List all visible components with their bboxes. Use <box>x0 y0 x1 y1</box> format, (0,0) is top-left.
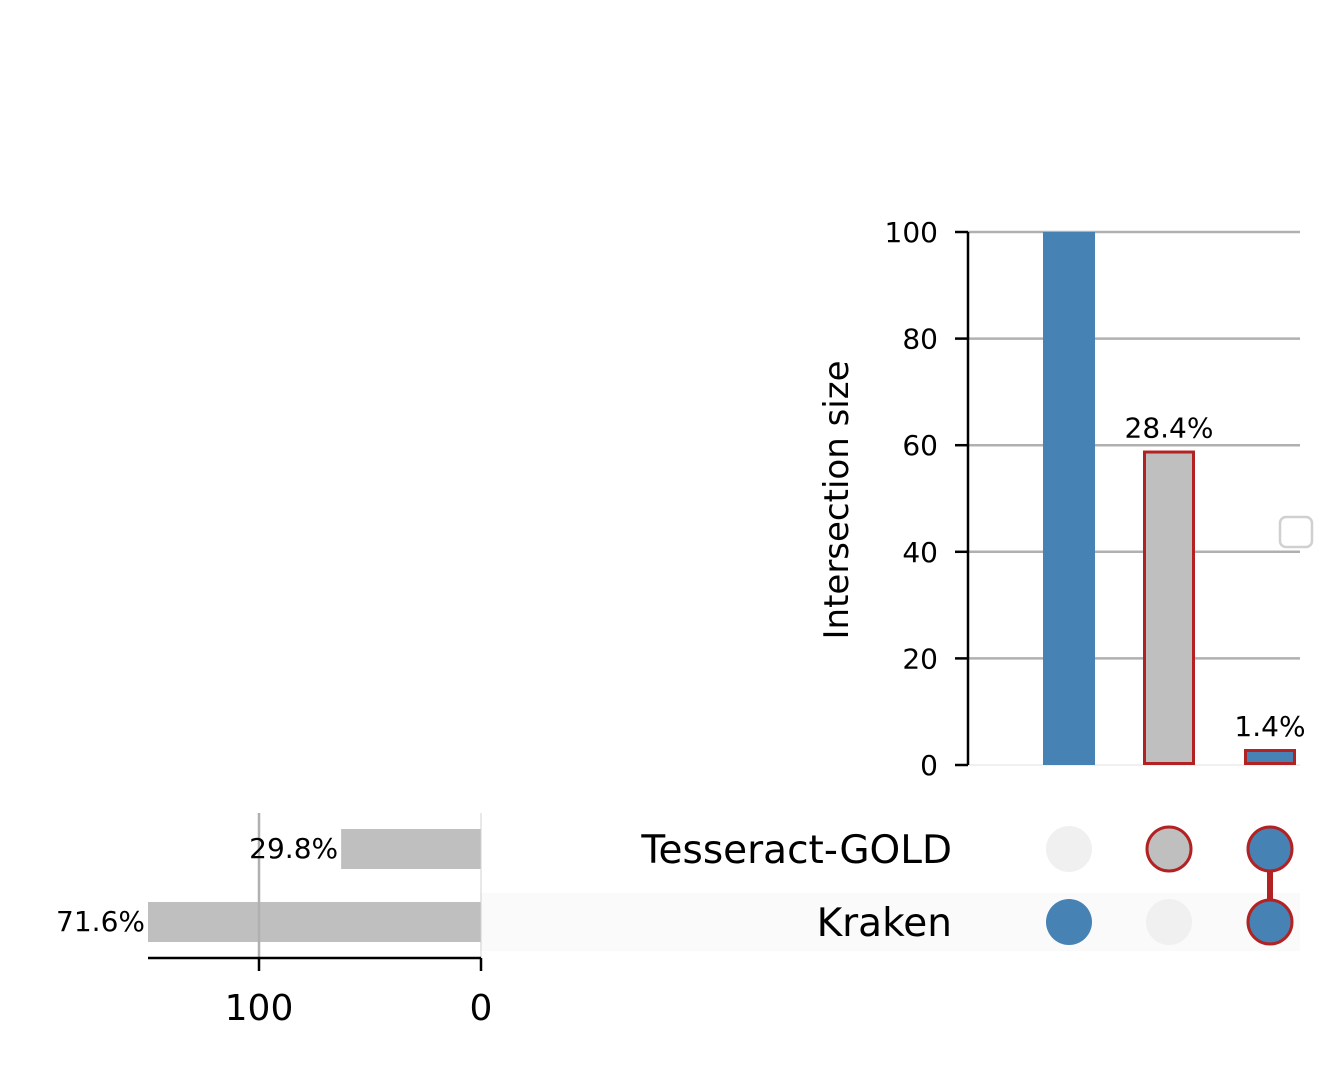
set-size-bar <box>341 829 481 869</box>
matrix-dot-inactive <box>1046 826 1092 872</box>
matrix-dot-active <box>1046 899 1092 945</box>
set-size-x-tick-label: 100 <box>225 988 294 1029</box>
set-row-names: Tesseract-GOLD Kraken <box>640 828 952 946</box>
intersection-y-axis-label: Intersection size <box>817 361 857 640</box>
intersection-y-tick-label: 80 <box>902 323 938 356</box>
set-size-label: 29.8% <box>249 832 338 865</box>
intersection-y-tick-label: 40 <box>902 536 938 569</box>
intersection-bar-labels: 28.4% 1.4% <box>1125 412 1306 743</box>
set-size-labels: 29.8% 71.6% <box>56 832 338 938</box>
intersection-bar <box>1244 749 1296 766</box>
set-size-x-ticks: 100 0 <box>225 958 493 1029</box>
set-size-label: 71.6% <box>56 905 145 938</box>
legend-box <box>1278 515 1314 549</box>
set-size-bar <box>148 902 481 942</box>
set-size-bars <box>148 829 481 942</box>
intersection-y-tick-label: 20 <box>902 642 938 675</box>
intersection-y-ticks: 0 20 40 60 80 100 <box>885 216 968 782</box>
intersection-bar-label: 28.4% <box>1125 412 1214 445</box>
matrix-dots <box>1046 825 1294 946</box>
intersection-grid <box>968 230 1300 766</box>
set-size-x-tick-label: 0 <box>470 988 493 1029</box>
matrix-dot-inactive <box>1146 899 1192 945</box>
set-size-grid <box>257 813 482 958</box>
matrix-dot-active <box>1246 825 1294 873</box>
intersection-bars <box>1043 232 1296 766</box>
intersection-bar-label: 1.4% <box>1234 710 1305 743</box>
set-name-label: Tesseract-GOLD <box>640 828 952 873</box>
matrix-dot-active <box>1246 898 1294 946</box>
intersection-y-tick-label: 60 <box>902 429 938 462</box>
matrix-dot-active <box>1145 825 1193 873</box>
set-name-label: Kraken <box>817 901 952 946</box>
intersection-bar <box>1043 232 1095 765</box>
intersection-y-tick-label: 0 <box>920 749 938 782</box>
intersection-bar <box>1143 450 1195 765</box>
intersection-y-tick-label: 100 <box>885 216 938 249</box>
